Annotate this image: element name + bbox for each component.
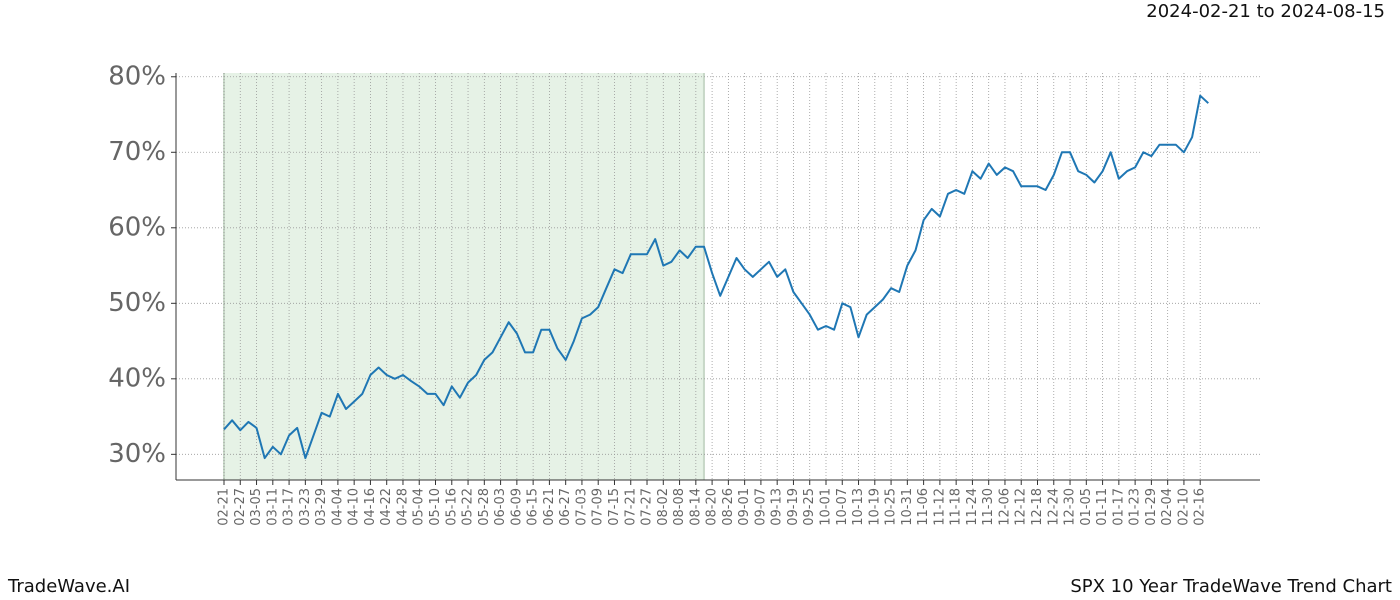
trend-line [223,94,1209,460]
x-tick-label: 01-05 [1079,488,1094,526]
x-tick-label: 12-06 [997,488,1012,526]
x-tick-label: 08-14 [688,488,703,526]
x-tick-label: 02-27 [233,488,248,526]
x-tick-label: 11-30 [981,488,996,526]
x-tick-label: 05-22 [461,488,476,526]
y-tick-label: 40% [108,363,166,393]
x-tick-label: 12-24 [1046,488,1061,526]
x-tick-label: 07-15 [607,488,622,526]
x-tick-label: 10-31 [900,488,915,526]
x-tick-label: 04-16 [363,488,378,526]
x-tick-label: 06-03 [493,488,508,526]
x-tick-label: 07-09 [591,488,606,526]
x-tick-label: 08-20 [705,488,720,526]
chart-title: 2024-02-21 to 2024-08-15 [1146,1,1385,22]
x-tick-label: 07-03 [574,488,589,526]
x-tick-label: 08-02 [656,488,671,526]
x-tick-label: 12-30 [1063,488,1078,526]
x-tick-label: 02-04 [1160,488,1175,526]
x-tick-label: 05-04 [412,488,427,526]
footer-left: TradeWave.AI [7,576,130,597]
y-tick-label: 60% [108,212,166,242]
y-tick-label: 50% [108,288,166,318]
x-tick-label: 03-17 [282,488,297,526]
x-tick-label: 12-12 [1014,488,1029,526]
y-tick-label: 70% [108,137,166,167]
x-tick-label: 08-26 [721,488,736,526]
x-tick-label: 03-11 [265,488,280,526]
x-tick-label: 01-17 [1111,488,1126,526]
x-tick-label: 02-21 [217,488,232,526]
x-tick-label: 10-07 [835,488,850,526]
x-tick-label: 03-29 [314,488,329,526]
y-tick-label: 30% [108,439,166,469]
x-tick-label: 04-04 [330,488,345,526]
x-tick-label: 01-23 [1128,488,1143,526]
x-tick-label: 11-06 [916,488,931,526]
x-tick-label: 04-10 [347,488,362,526]
x-tick-label: 08-08 [672,488,687,526]
x-tick-label: 05-16 [444,488,459,526]
x-tick-label: 10-19 [867,488,882,526]
y-tick-label: 80% [108,61,166,91]
x-tick-label: 07-21 [623,488,638,526]
x-tick-label: 07-27 [640,488,655,526]
x-tick-label: 02-16 [1193,488,1208,526]
x-tick-label: 01-29 [1144,488,1159,526]
x-tick-label: 10-01 [818,488,833,526]
x-tick-label: 02-10 [1176,488,1191,526]
x-tick-label: 12-18 [1030,488,1045,526]
x-tick-label: 09-01 [737,488,752,526]
x-tick-label: 03-23 [298,488,313,526]
x-tick-label: 11-12 [932,488,947,526]
x-tick-label: 09-25 [802,488,817,526]
x-tick-label: 04-22 [379,488,394,526]
x-tick-label: 06-15 [526,488,541,526]
x-tick-label: 10-13 [851,488,866,526]
highlight-region [224,73,704,480]
x-tick-label: 03-05 [249,488,264,526]
x-tick-label: 04-28 [395,488,410,526]
x-tick-label: 10-25 [884,488,899,526]
x-tick-label: 09-07 [753,488,768,526]
x-tick-label: 11-24 [965,488,980,526]
x-tick-label: 06-09 [509,488,524,526]
x-tick-label: 01-11 [1095,488,1110,526]
x-tick-label: 09-13 [770,488,785,526]
x-tick-label: 11-18 [949,488,964,526]
x-tick-label: 05-10 [428,488,443,526]
x-tick-label: 06-27 [558,488,573,526]
x-tick-label: 05-28 [477,488,492,526]
x-tick-label: 06-21 [542,488,557,526]
footer-right: SPX 10 Year TradeWave Trend Chart [1070,576,1392,597]
x-tick-label: 09-19 [786,488,801,526]
